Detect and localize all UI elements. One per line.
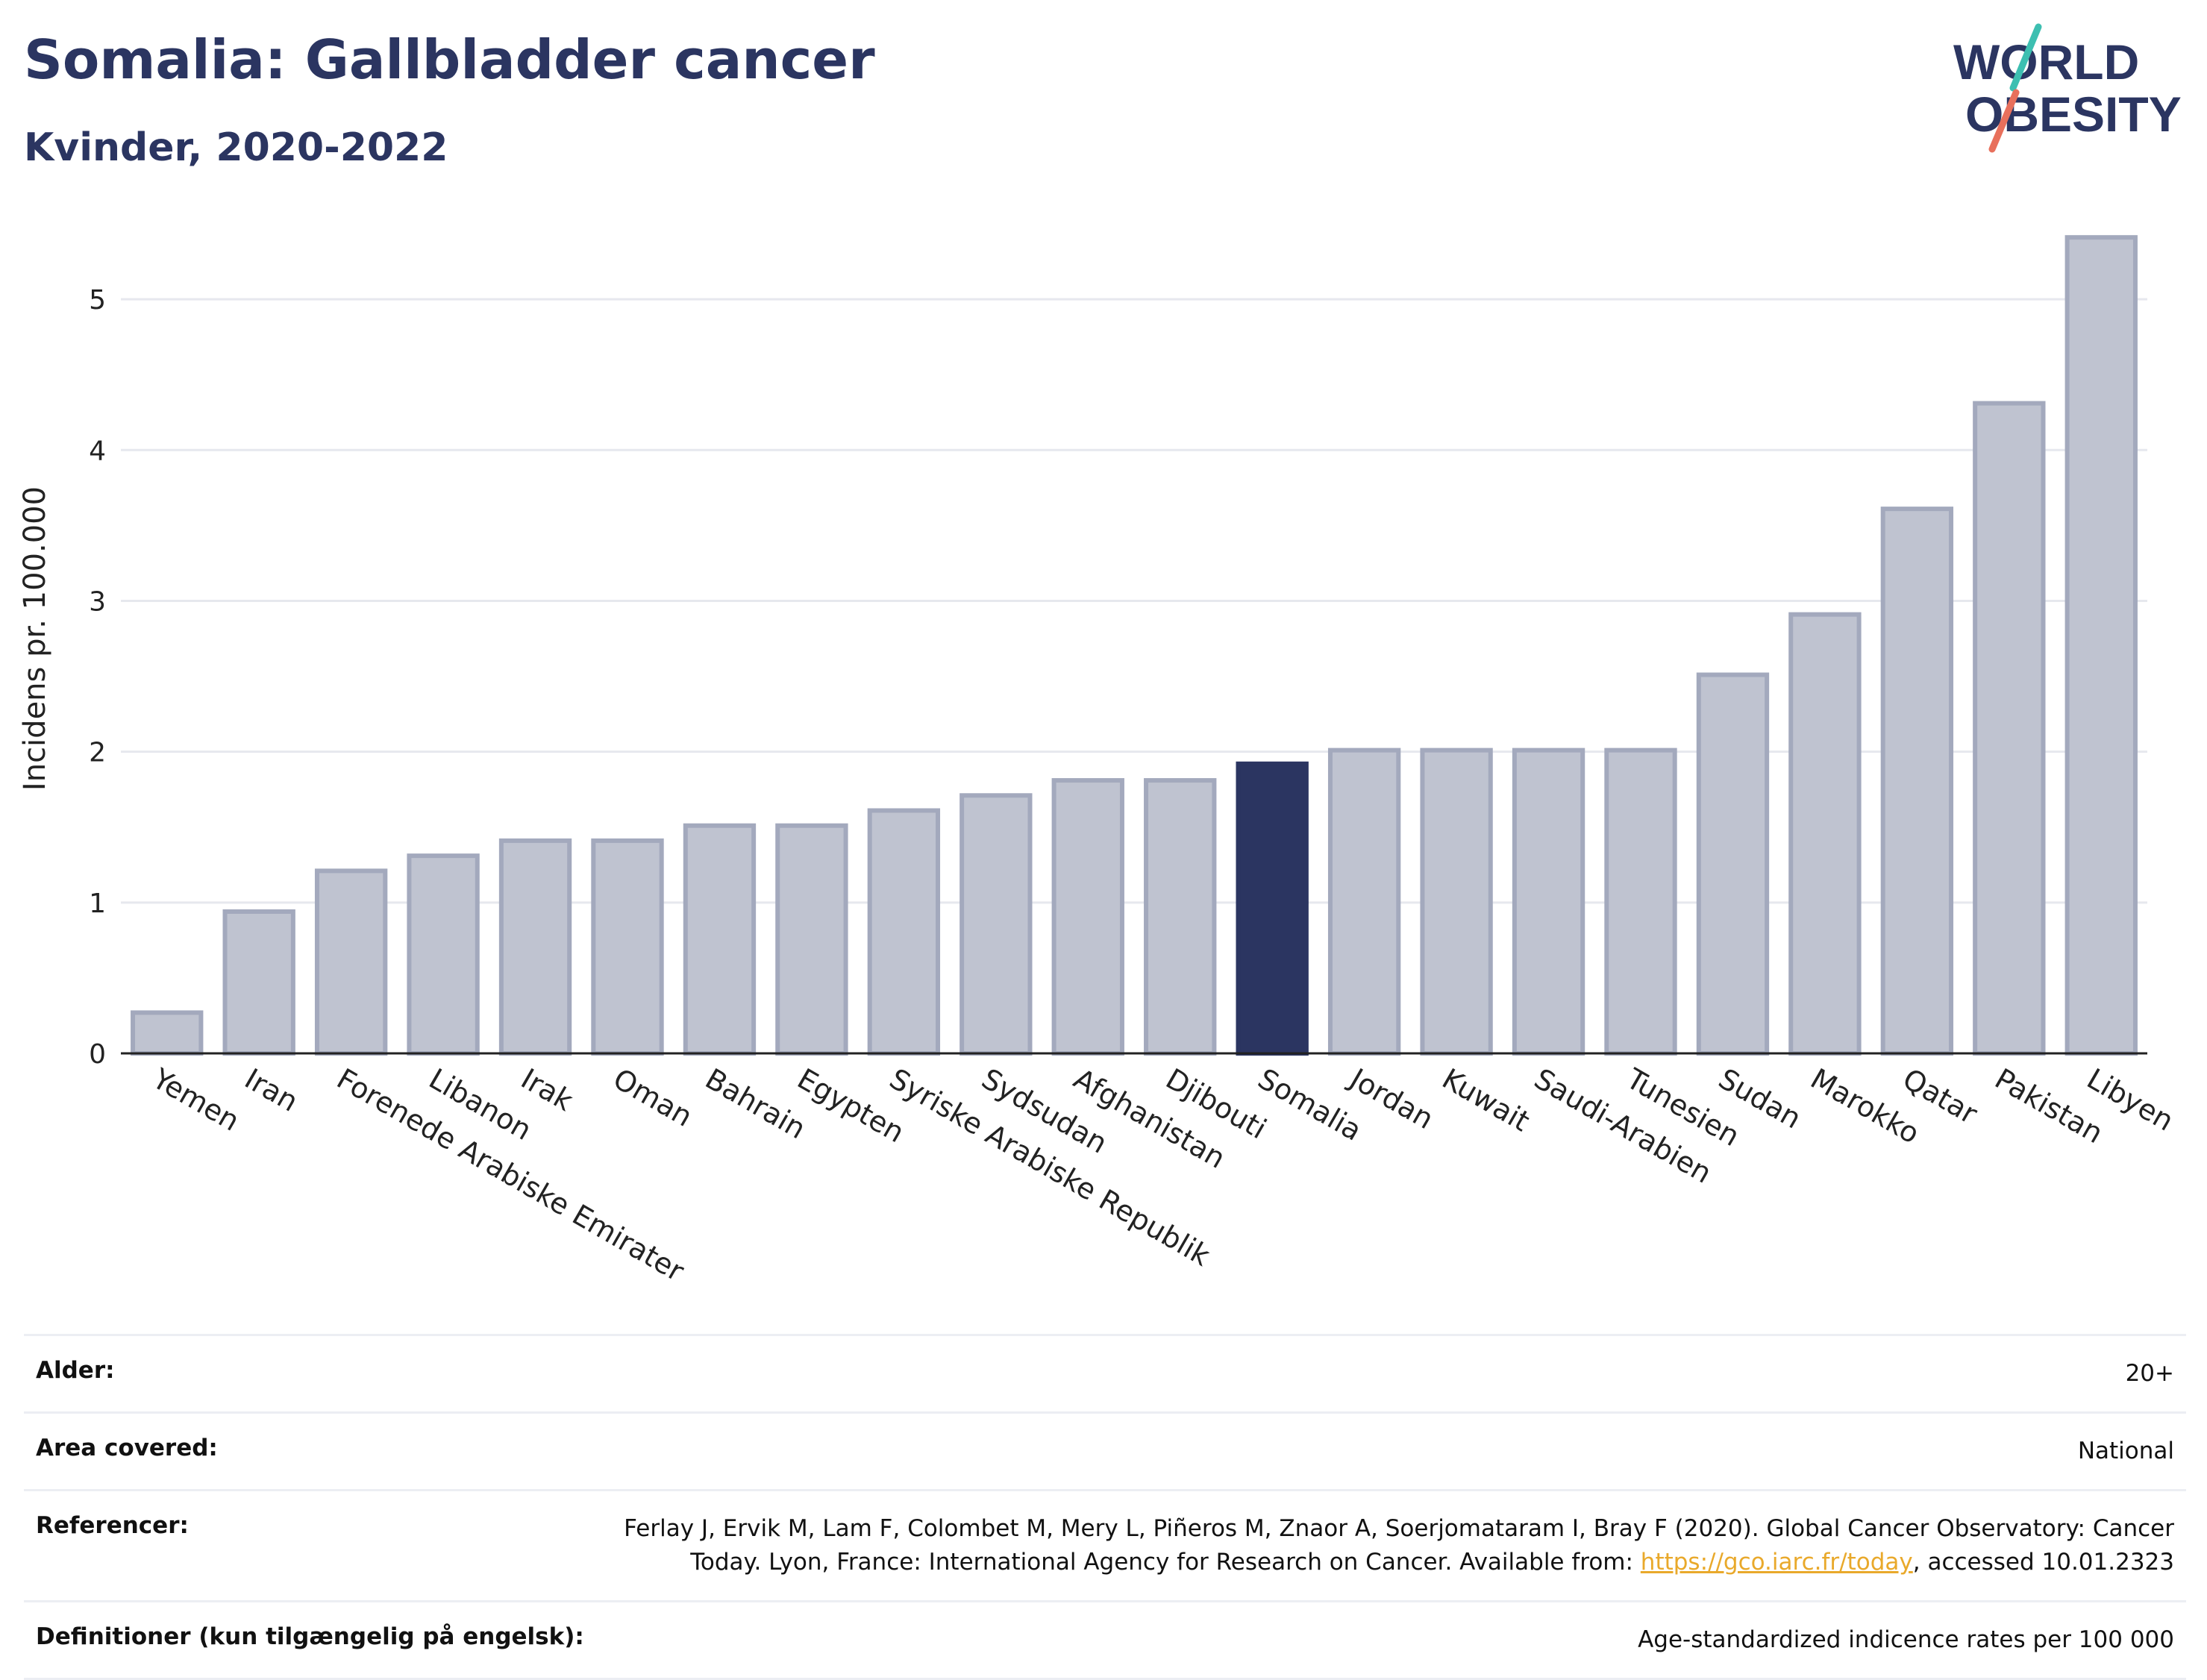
reference-link[interactable]: https://gco.iarc.fr/today	[1640, 1548, 1913, 1576]
info-table: Alder: 20+ Area covered: National Refere…	[24, 1334, 2186, 1680]
info-label: Alder:	[36, 1357, 115, 1384]
bar-syriske-arabiske-republik[interactable]	[867, 808, 941, 1056]
y-tick-label: 4	[89, 436, 106, 466]
bar-forenede-arabiske-emirater[interactable]	[314, 868, 388, 1056]
reference-text-end: , accessed 10.01.2323	[1912, 1548, 2174, 1576]
x-tick-label: Iran	[240, 1062, 304, 1118]
x-tick-label: Oman	[608, 1062, 698, 1133]
y-tick-label: 3	[89, 586, 106, 617]
y-axis-ticks: 0 1 2 3 4 5	[89, 285, 106, 1070]
info-value: 20+	[2125, 1360, 2174, 1387]
info-row-references: Referencer: Ferlay J, Ervik M, Lam F, Co…	[24, 1488, 2186, 1600]
info-label: Referencer:	[36, 1511, 189, 1539]
y-tick-label: 5	[89, 285, 106, 316]
info-label: Area covered:	[36, 1434, 218, 1461]
y-axis-label: Incidens pr. 100.000	[18, 486, 52, 791]
bar-sudan[interactable]	[1696, 672, 1770, 1056]
info-value: National	[2077, 1437, 2174, 1464]
world-obesity-logo: WORLD OBESITY	[1953, 23, 2182, 153]
logo-teal-stroke	[2009, 23, 2042, 92]
info-value: Ferlay J, Ervik M, Lam F, Colombet M, Me…	[607, 1512, 2174, 1579]
info-value: Age-standardized indicence rates per 100…	[1638, 1626, 2174, 1653]
bars	[131, 235, 2138, 1056]
x-tick-label: Bahrain	[700, 1062, 811, 1146]
info-label: Definitioner (kun tilgængelig på engelsk…	[36, 1623, 584, 1650]
info-row-definitions: Definitioner (kun tilgængelig på engelsk…	[24, 1599, 2186, 1680]
bar-djibouti[interactable]	[1144, 778, 1217, 1056]
bar-jordan[interactable]	[1327, 747, 1401, 1056]
bar-pakistan[interactable]	[1973, 401, 2046, 1056]
chart-subtitle: Kvinder, 2020-2022	[24, 125, 448, 170]
bar-libyen[interactable]	[2064, 235, 2138, 1056]
bar-tunesien[interactable]	[1604, 747, 1677, 1056]
bar-oman[interactable]	[591, 838, 664, 1056]
x-tick-label: Yemen	[146, 1062, 245, 1138]
bar-somalia[interactable]	[1236, 761, 1309, 1056]
logo-word-world: WORLD	[1953, 34, 2139, 90]
bar-sydsudan[interactable]	[960, 793, 1033, 1056]
reference-text: Ferlay J, Ervik M, Lam F, Colombet M, Me…	[624, 1514, 2174, 1576]
bar-qatar[interactable]	[1880, 507, 1954, 1056]
x-tick-label: Somalia	[1253, 1062, 1368, 1147]
bar-yemen[interactable]	[131, 1010, 204, 1056]
bar-marokko[interactable]	[1788, 612, 1862, 1056]
chart-title: Somalia: Gallbladder cancer	[24, 28, 875, 91]
x-tick-label: Kuwait	[1437, 1062, 1535, 1138]
bar-irak[interactable]	[498, 838, 572, 1056]
info-row-area: Area covered: National	[24, 1411, 2186, 1489]
info-row-age: Alder: 20+	[24, 1334, 2186, 1411]
bar-egypten[interactable]	[775, 823, 848, 1056]
bar-saudi-arabien[interactable]	[1512, 747, 1585, 1056]
bar-bahrain[interactable]	[683, 823, 757, 1056]
bar-afghanistan[interactable]	[1051, 778, 1124, 1056]
y-tick-label: 2	[89, 738, 106, 768]
x-tick-label: Irak	[516, 1062, 578, 1118]
bar-libanon[interactable]	[407, 853, 480, 1056]
bar-kuwait[interactable]	[1420, 747, 1493, 1056]
bar-iran[interactable]	[222, 909, 295, 1056]
y-tick-label: 1	[89, 888, 106, 919]
y-tick-label: 0	[89, 1039, 106, 1070]
logo-coral-stroke	[1988, 89, 2020, 153]
